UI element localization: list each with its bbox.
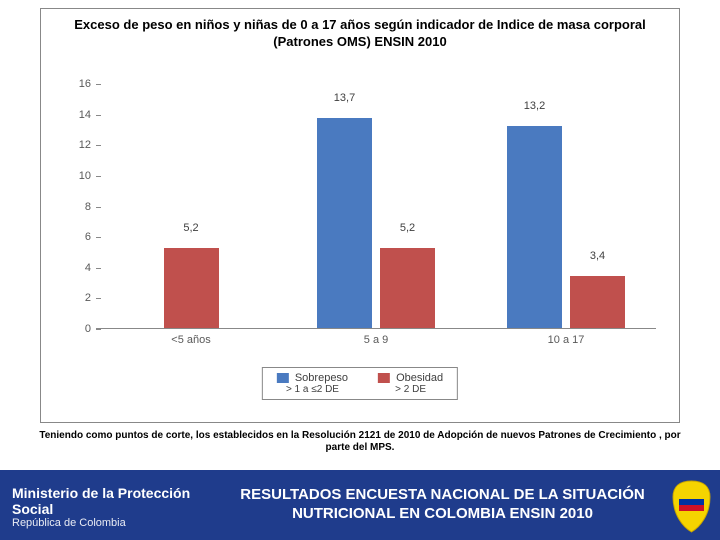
- y-tick-label: 8: [61, 201, 91, 213]
- x-category-label: 5 a 9: [364, 334, 388, 346]
- y-tick-label: 0: [61, 323, 91, 335]
- legend-item-obesidad: Obesidad > 2 DE: [378, 372, 443, 395]
- y-tick-mark: [96, 207, 101, 208]
- legend-swatch-obesidad: [378, 373, 390, 383]
- y-tick-label: 14: [61, 109, 91, 121]
- legend-label: Sobrepeso: [295, 372, 348, 384]
- legend-item-sobrepeso: Sobrepeso > 1 a ≤2 DE: [277, 372, 348, 395]
- legend-sublabel: > 1 a ≤2 DE: [286, 384, 339, 395]
- x-category-label: <5 años: [171, 334, 210, 346]
- y-tick-label: 16: [61, 78, 91, 90]
- legend: Sobrepeso > 1 a ≤2 DE Obesidad > 2 DE: [262, 367, 458, 400]
- x-category-label: 10 a 17: [548, 334, 585, 346]
- y-tick-label: 4: [61, 262, 91, 274]
- y-tick-mark: [96, 145, 101, 146]
- bar-obesidad: [570, 276, 625, 328]
- footer-banner: Ministerio de la Protección Social Repúb…: [0, 470, 720, 540]
- footer-left: Ministerio de la Protección Social Repúb…: [0, 481, 215, 530]
- y-tick-label: 6: [61, 231, 91, 243]
- colombia-emblem-icon: [669, 479, 714, 534]
- bar-obesidad: [380, 248, 435, 328]
- y-tick-mark: [96, 237, 101, 238]
- caption-text: Teniendo como puntos de corte, los estab…: [30, 430, 690, 454]
- bar-sobrepeso: [507, 126, 562, 328]
- y-tick-label: 12: [61, 139, 91, 151]
- bar-sobrepeso: [317, 118, 372, 328]
- y-tick-label: 2: [61, 292, 91, 304]
- bar-value-label: 5,2: [166, 223, 216, 235]
- footer-title: RESULTADOS ENCUESTA NACIONAL DE LA SITUA…: [215, 486, 720, 524]
- bar-value-label: 3,4: [573, 250, 623, 262]
- y-tick-mark: [96, 268, 101, 269]
- y-tick-mark: [96, 298, 101, 299]
- footer-republic: República de Colombia: [12, 517, 209, 530]
- bar-value-label: 13,2: [510, 100, 560, 112]
- legend-sublabel: > 2 DE: [395, 384, 426, 395]
- y-tick-mark: [96, 176, 101, 177]
- y-tick-mark: [96, 84, 101, 85]
- legend-label: Obesidad: [396, 372, 443, 384]
- y-tick-mark: [96, 115, 101, 116]
- bar-obesidad: [164, 248, 219, 328]
- y-tick-label: 10: [61, 170, 91, 182]
- chart-title: Exceso de peso en niños y niñas de 0 a 1…: [41, 9, 679, 55]
- bar-value-label: 5,2: [383, 223, 433, 235]
- legend-swatch-sobrepeso: [277, 373, 289, 383]
- footer-ministry: Ministerio de la Protección Social: [12, 485, 209, 517]
- y-axis: 0246810121416: [61, 84, 91, 329]
- plot-area: 5,2 13,7 5,2 13,2 3,4: [96, 84, 656, 329]
- chart-container: Exceso de peso en niños y niñas de 0 a 1…: [40, 8, 680, 423]
- bar-value-label: 13,7: [320, 92, 370, 104]
- y-tick-mark: [96, 329, 101, 330]
- x-axis-labels: <5 años 5 a 9 10 a 17: [96, 334, 656, 354]
